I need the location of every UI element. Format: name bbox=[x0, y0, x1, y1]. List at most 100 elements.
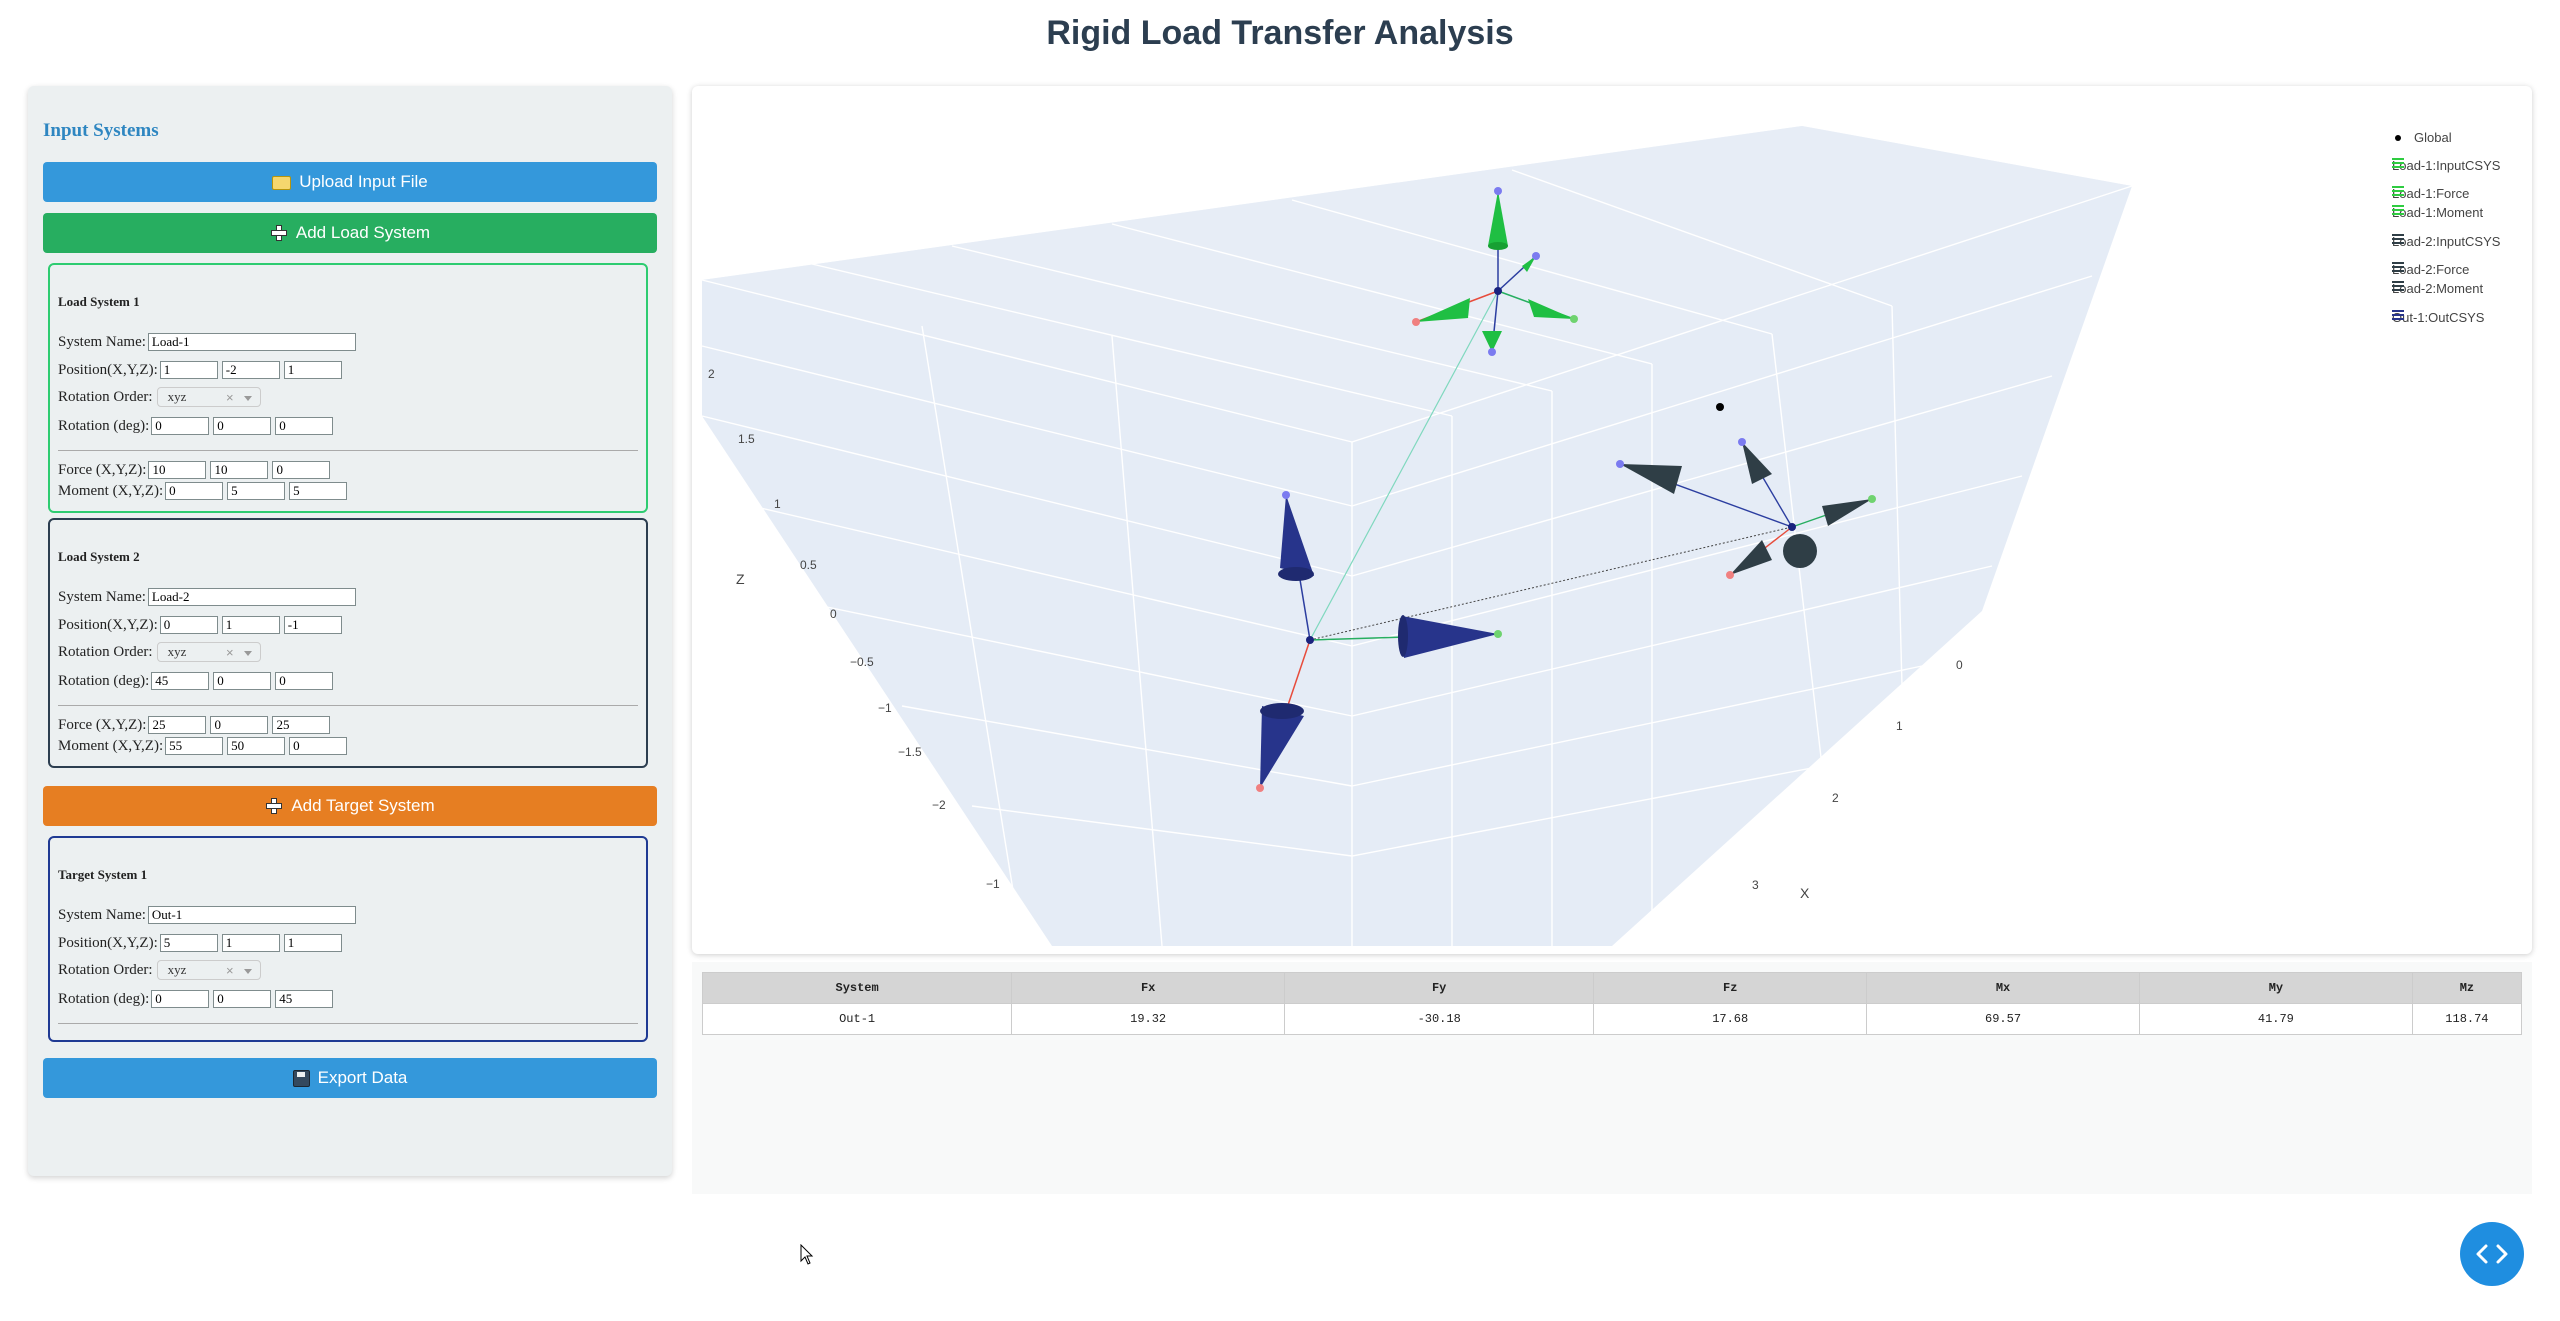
legend-label: Out-1:OutCSYS bbox=[2392, 310, 2485, 325]
force-x-input[interactable] bbox=[148, 716, 207, 734]
table-cell: 17.68 bbox=[1593, 1003, 1868, 1035]
scene-3d[interactable]: Z X 2 1.5 1 0.5 0 −0.5 −1 −1.5 −2 0 1 2 … bbox=[692, 86, 2532, 954]
divider bbox=[58, 705, 638, 706]
add-target-system-button[interactable]: Add Target System bbox=[43, 786, 657, 826]
clear-icon[interactable]: × bbox=[225, 644, 234, 660]
column-header-fy[interactable]: Fy bbox=[1284, 972, 1595, 1004]
system-name-input[interactable] bbox=[147, 588, 356, 606]
system-name-input[interactable] bbox=[147, 906, 356, 924]
plus-icon bbox=[270, 224, 288, 242]
column-header-my[interactable]: My bbox=[2138, 972, 2413, 1004]
z-tick-label: 1 bbox=[774, 497, 781, 511]
force-z-input[interactable] bbox=[272, 716, 331, 734]
table-header-row: System Fx Fy Fz Mx My Mz bbox=[701, 972, 2523, 1004]
force-z-input[interactable] bbox=[272, 461, 331, 479]
moment-z-input[interactable] bbox=[289, 737, 348, 755]
rotation-order-select[interactable]: xyz × bbox=[156, 387, 261, 407]
add-load-system-button[interactable]: Add Load System bbox=[43, 213, 657, 253]
legend-label: Load-2:Moment bbox=[2392, 281, 2484, 296]
position-y-input[interactable] bbox=[221, 616, 280, 634]
export-data-button[interactable]: Export Data bbox=[43, 1058, 657, 1098]
rotation-y-input[interactable] bbox=[213, 990, 272, 1008]
force-y-input[interactable] bbox=[210, 461, 269, 479]
floppy-disk-icon bbox=[292, 1069, 310, 1087]
legend-item-load1-inputcsys[interactable]: Load-1:InputCSYS bbox=[2392, 158, 2500, 173]
rotation-x-input[interactable] bbox=[151, 990, 210, 1008]
cone-legend-icon bbox=[2392, 281, 2404, 291]
table-cell: Out-1 bbox=[701, 1003, 1013, 1035]
legend-item-load1-force[interactable]: Load-1:Force bbox=[2392, 186, 2469, 201]
rotation-x-input[interactable] bbox=[151, 672, 210, 690]
legend-label: Load-2:Force bbox=[2392, 262, 2470, 277]
moment-y-input[interactable] bbox=[227, 482, 286, 500]
position-z-input[interactable] bbox=[283, 616, 342, 634]
rotation-y-input[interactable] bbox=[213, 672, 272, 690]
system-name-input[interactable] bbox=[147, 333, 356, 351]
code-toggle-button[interactable] bbox=[2460, 1222, 2524, 1286]
chevron-down-icon[interactable] bbox=[243, 651, 252, 656]
cone-legend-icon bbox=[2392, 234, 2404, 244]
rotation-order-select[interactable]: xyz × bbox=[156, 960, 261, 980]
force-y-input[interactable] bbox=[210, 716, 269, 734]
input-systems-heading: Input Systems bbox=[43, 120, 159, 141]
column-header-mz[interactable]: Mz bbox=[2411, 972, 2523, 1004]
legend-item-load1-moment[interactable]: Load-1:Moment bbox=[2392, 205, 2483, 220]
legend-label: Global bbox=[2414, 130, 2452, 145]
out1-csys bbox=[1256, 491, 1502, 792]
rotation-row: Rotation (deg): bbox=[58, 988, 335, 1010]
table-row: Out-1 19.32 -30.18 17.68 69.57 41.79 118… bbox=[701, 1003, 2523, 1035]
page-title: Rigid Load Transfer Analysis bbox=[1046, 14, 1514, 52]
chevron-down-icon[interactable] bbox=[243, 396, 252, 401]
moment-x-input[interactable] bbox=[165, 737, 224, 755]
force-label: Force (X,Y,Z): bbox=[58, 716, 147, 733]
cone-legend-icon bbox=[2392, 205, 2404, 215]
position-z-input[interactable] bbox=[283, 361, 342, 379]
legend-item-global[interactable]: Global bbox=[2392, 130, 2452, 145]
position-y-input[interactable] bbox=[221, 361, 280, 379]
rotation-row: Rotation (deg): bbox=[58, 415, 335, 437]
legend-label: Load-2:InputCSYS bbox=[2392, 234, 2501, 249]
load-system-card-2: Load System 2 System Name: Position(X,Y,… bbox=[48, 518, 648, 768]
rotation-z-input[interactable] bbox=[275, 672, 334, 690]
z-tick-label: 1.5 bbox=[738, 432, 755, 446]
position-x-input[interactable] bbox=[159, 616, 218, 634]
moment-row: Moment (X,Y,Z): bbox=[58, 735, 349, 757]
rotation-x-input[interactable] bbox=[151, 417, 210, 435]
chevron-down-icon[interactable] bbox=[243, 969, 252, 974]
position-y-input[interactable] bbox=[221, 934, 280, 952]
system-name-row: System Name: bbox=[58, 586, 356, 608]
column-header-mx[interactable]: Mx bbox=[1866, 972, 2140, 1004]
column-header-system[interactable]: System bbox=[701, 972, 1013, 1004]
force-x-input[interactable] bbox=[148, 461, 207, 479]
legend-label: Load-1:Force bbox=[2392, 186, 2470, 201]
x-axis-ticks: 0 1 2 3 bbox=[1752, 658, 1963, 892]
moment-y-input[interactable] bbox=[227, 737, 286, 755]
position-x-input[interactable] bbox=[159, 361, 218, 379]
rotation-z-input[interactable] bbox=[275, 990, 334, 1008]
load1-csys bbox=[1412, 187, 1578, 356]
legend-item-load2-moment[interactable]: Load-2:Moment bbox=[2392, 281, 2483, 296]
add-target-system-label: Add Target System bbox=[291, 796, 435, 815]
position-z-input[interactable] bbox=[283, 934, 342, 952]
system-name-label: System Name: bbox=[58, 588, 146, 605]
moment-x-input[interactable] bbox=[165, 482, 224, 500]
clear-icon[interactable]: × bbox=[225, 962, 234, 978]
column-header-fx[interactable]: Fx bbox=[1011, 972, 1286, 1004]
moment-z-input[interactable] bbox=[289, 482, 348, 500]
upload-input-file-button[interactable]: Upload Input File bbox=[43, 162, 657, 202]
position-x-input[interactable] bbox=[159, 934, 218, 952]
divider bbox=[58, 1023, 638, 1024]
clear-icon[interactable]: × bbox=[225, 389, 234, 405]
z-tick-label: 0 bbox=[830, 607, 837, 621]
legend-item-load2-force[interactable]: Load-2:Force bbox=[2392, 262, 2469, 277]
rotation-order-label: Rotation Order: bbox=[58, 643, 153, 660]
rotation-order-select[interactable]: xyz × bbox=[156, 642, 261, 662]
legend-item-out1-outcsys[interactable]: Out-1:OutCSYS bbox=[2392, 310, 2484, 325]
plot-3d-viewport[interactable]: Z X 2 1.5 1 0.5 0 −0.5 −1 −1.5 −2 0 1 2 … bbox=[692, 86, 2532, 954]
position-label: Position(X,Y,Z): bbox=[58, 616, 158, 633]
column-header-fz[interactable]: Fz bbox=[1593, 972, 1868, 1004]
legend-item-load2-inputcsys[interactable]: Load-2:InputCSYS bbox=[2392, 234, 2500, 249]
rotation-order-label: Rotation Order: bbox=[58, 388, 153, 405]
rotation-z-input[interactable] bbox=[275, 417, 334, 435]
rotation-y-input[interactable] bbox=[213, 417, 272, 435]
